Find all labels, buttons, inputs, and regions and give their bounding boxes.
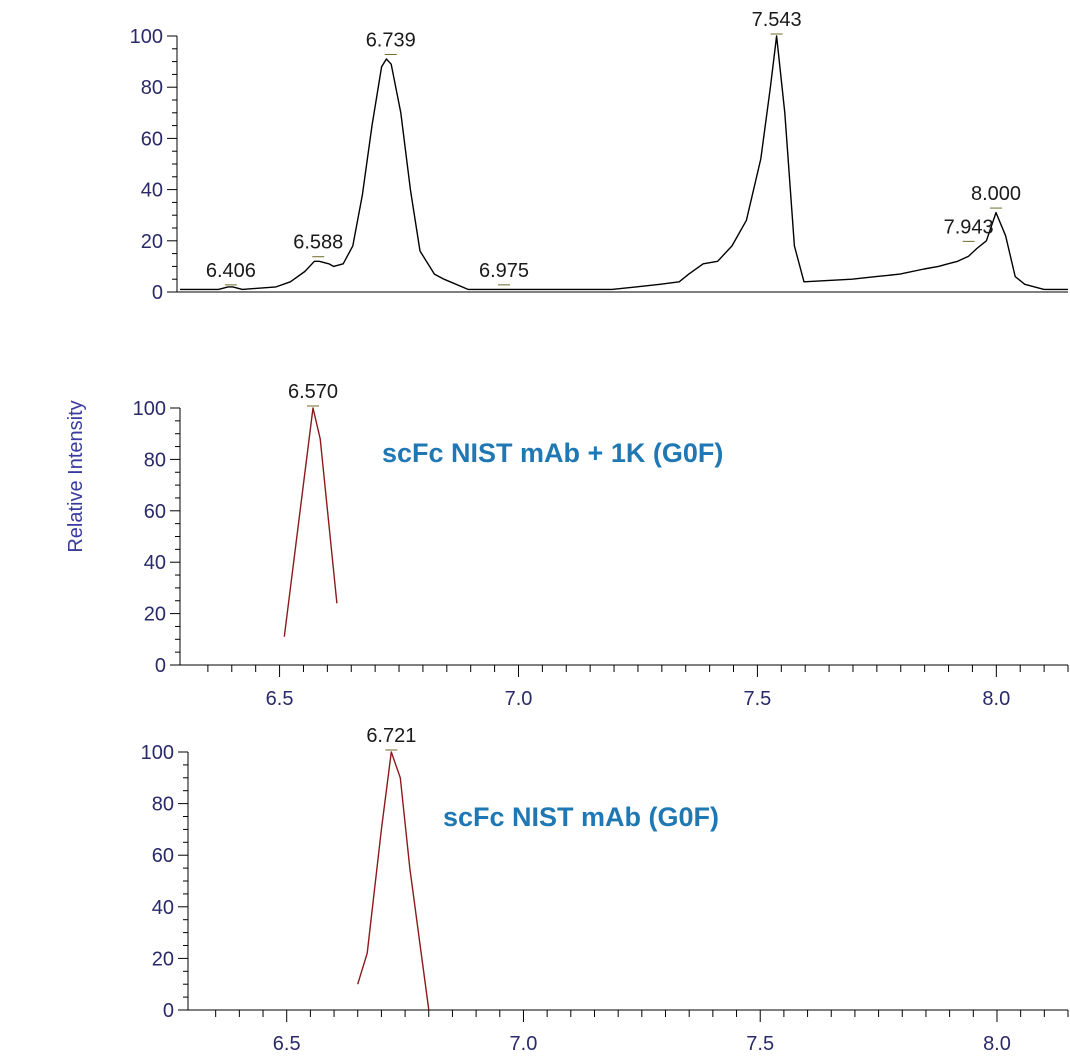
series-line-1 <box>283 407 338 637</box>
y-tick-label: 100 <box>141 742 174 764</box>
panel-caption: scFc NIST mAb + 1K (G0F) <box>382 438 723 468</box>
x-tick-label: 6.5 <box>266 688 294 710</box>
y-tick-label: 80 <box>141 77 163 99</box>
y-tick-label: 20 <box>141 231 163 253</box>
chart-panel-3: 0 20 40 60 80 100 6.5 7.0 7.5 8.0 6.721 scFc NIST m… <box>141 725 1069 1055</box>
series-line-1 <box>357 751 430 1011</box>
peak-label: 6.588 <box>293 232 343 254</box>
panel-caption: scFc NIST mAb (G0F) <box>443 802 719 832</box>
peak-label: 7.943 <box>944 216 994 238</box>
y-tick-label: 100 <box>133 398 166 420</box>
y-tick-label: 40 <box>141 180 163 202</box>
x-tick-label: 8.0 <box>983 1033 1011 1055</box>
y-tick-label: 20 <box>144 604 166 626</box>
y-tick-label: 60 <box>144 501 166 523</box>
y-tick-label: 40 <box>144 552 166 574</box>
series-line-1 <box>180 35 1068 291</box>
x-tick-label: 7.5 <box>746 1033 774 1055</box>
x-tick-label: 7.0 <box>505 688 533 710</box>
peak-label: 6.721 <box>366 725 416 747</box>
x-tick-label: 7.5 <box>743 688 771 710</box>
chart-panel-1: 0 20 40 60 80 100 6.406 6.588 6.739 6.975 7.543 7.9… <box>130 9 1068 304</box>
peak-label: 8.000 <box>971 183 1021 205</box>
y-tick-label: 0 <box>155 655 166 677</box>
y-tick-label: 80 <box>144 449 166 471</box>
x-tick-label: 8.0 <box>982 688 1010 710</box>
y-tick-label: 0 <box>163 1000 174 1022</box>
y-tick-label: 40 <box>152 897 174 919</box>
x-tick-label: 7.0 <box>510 1033 538 1055</box>
y-axis-title: Relative Intensity <box>65 400 87 552</box>
peak-label: 6.739 <box>366 29 416 51</box>
peak-label: 6.570 <box>288 381 338 403</box>
y-tick-label: 60 <box>141 128 163 150</box>
y-tick-label: 0 <box>152 282 163 304</box>
y-tick-label: 20 <box>152 948 174 970</box>
chart-panel-2: 0 20 40 60 80 100 6.5 7.0 7.5 8.0 6.570 Relative In… <box>65 381 1069 710</box>
peak-label: 6.975 <box>479 260 529 282</box>
peak-label: 6.406 <box>206 260 256 282</box>
peak-label: 7.543 <box>752 9 802 31</box>
y-tick-label: 100 <box>130 26 163 48</box>
y-tick-label: 60 <box>152 845 174 867</box>
y-tick-label: 80 <box>152 794 174 816</box>
x-tick-label: 6.5 <box>273 1033 301 1055</box>
